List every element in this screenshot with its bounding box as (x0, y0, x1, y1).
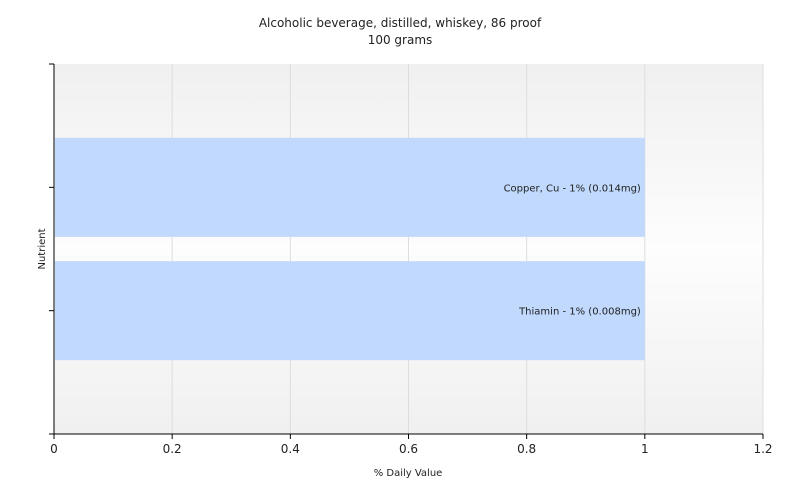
chart-subtitle: 100 grams (368, 33, 433, 47)
chart-title: Alcoholic beverage, distilled, whiskey, … (259, 16, 542, 30)
bar (55, 137, 645, 237)
bar (55, 261, 645, 361)
x-tick-label: 0.8 (517, 442, 536, 456)
bar-data-label: Thiamin - 1% (0.008mg) (518, 307, 641, 318)
x-axis-label: % Daily Value (374, 468, 443, 479)
bar-data-label: Copper, Cu - 1% (0.014mg) (504, 183, 641, 194)
x-tick-label: 0.6 (399, 442, 418, 456)
x-tick-label: 0 (50, 442, 58, 456)
x-tick-label: 0.2 (163, 442, 182, 456)
x-tick-label: 1 (641, 442, 649, 456)
x-tick-label: 0.4 (281, 442, 300, 456)
x-tick-label: 1.2 (753, 442, 772, 456)
plot-area: Copper, Cu - 1% (0.014mg) Thiamin - 1% (0… (49, 63, 773, 456)
y-axis-label: Nutrient (37, 228, 48, 269)
